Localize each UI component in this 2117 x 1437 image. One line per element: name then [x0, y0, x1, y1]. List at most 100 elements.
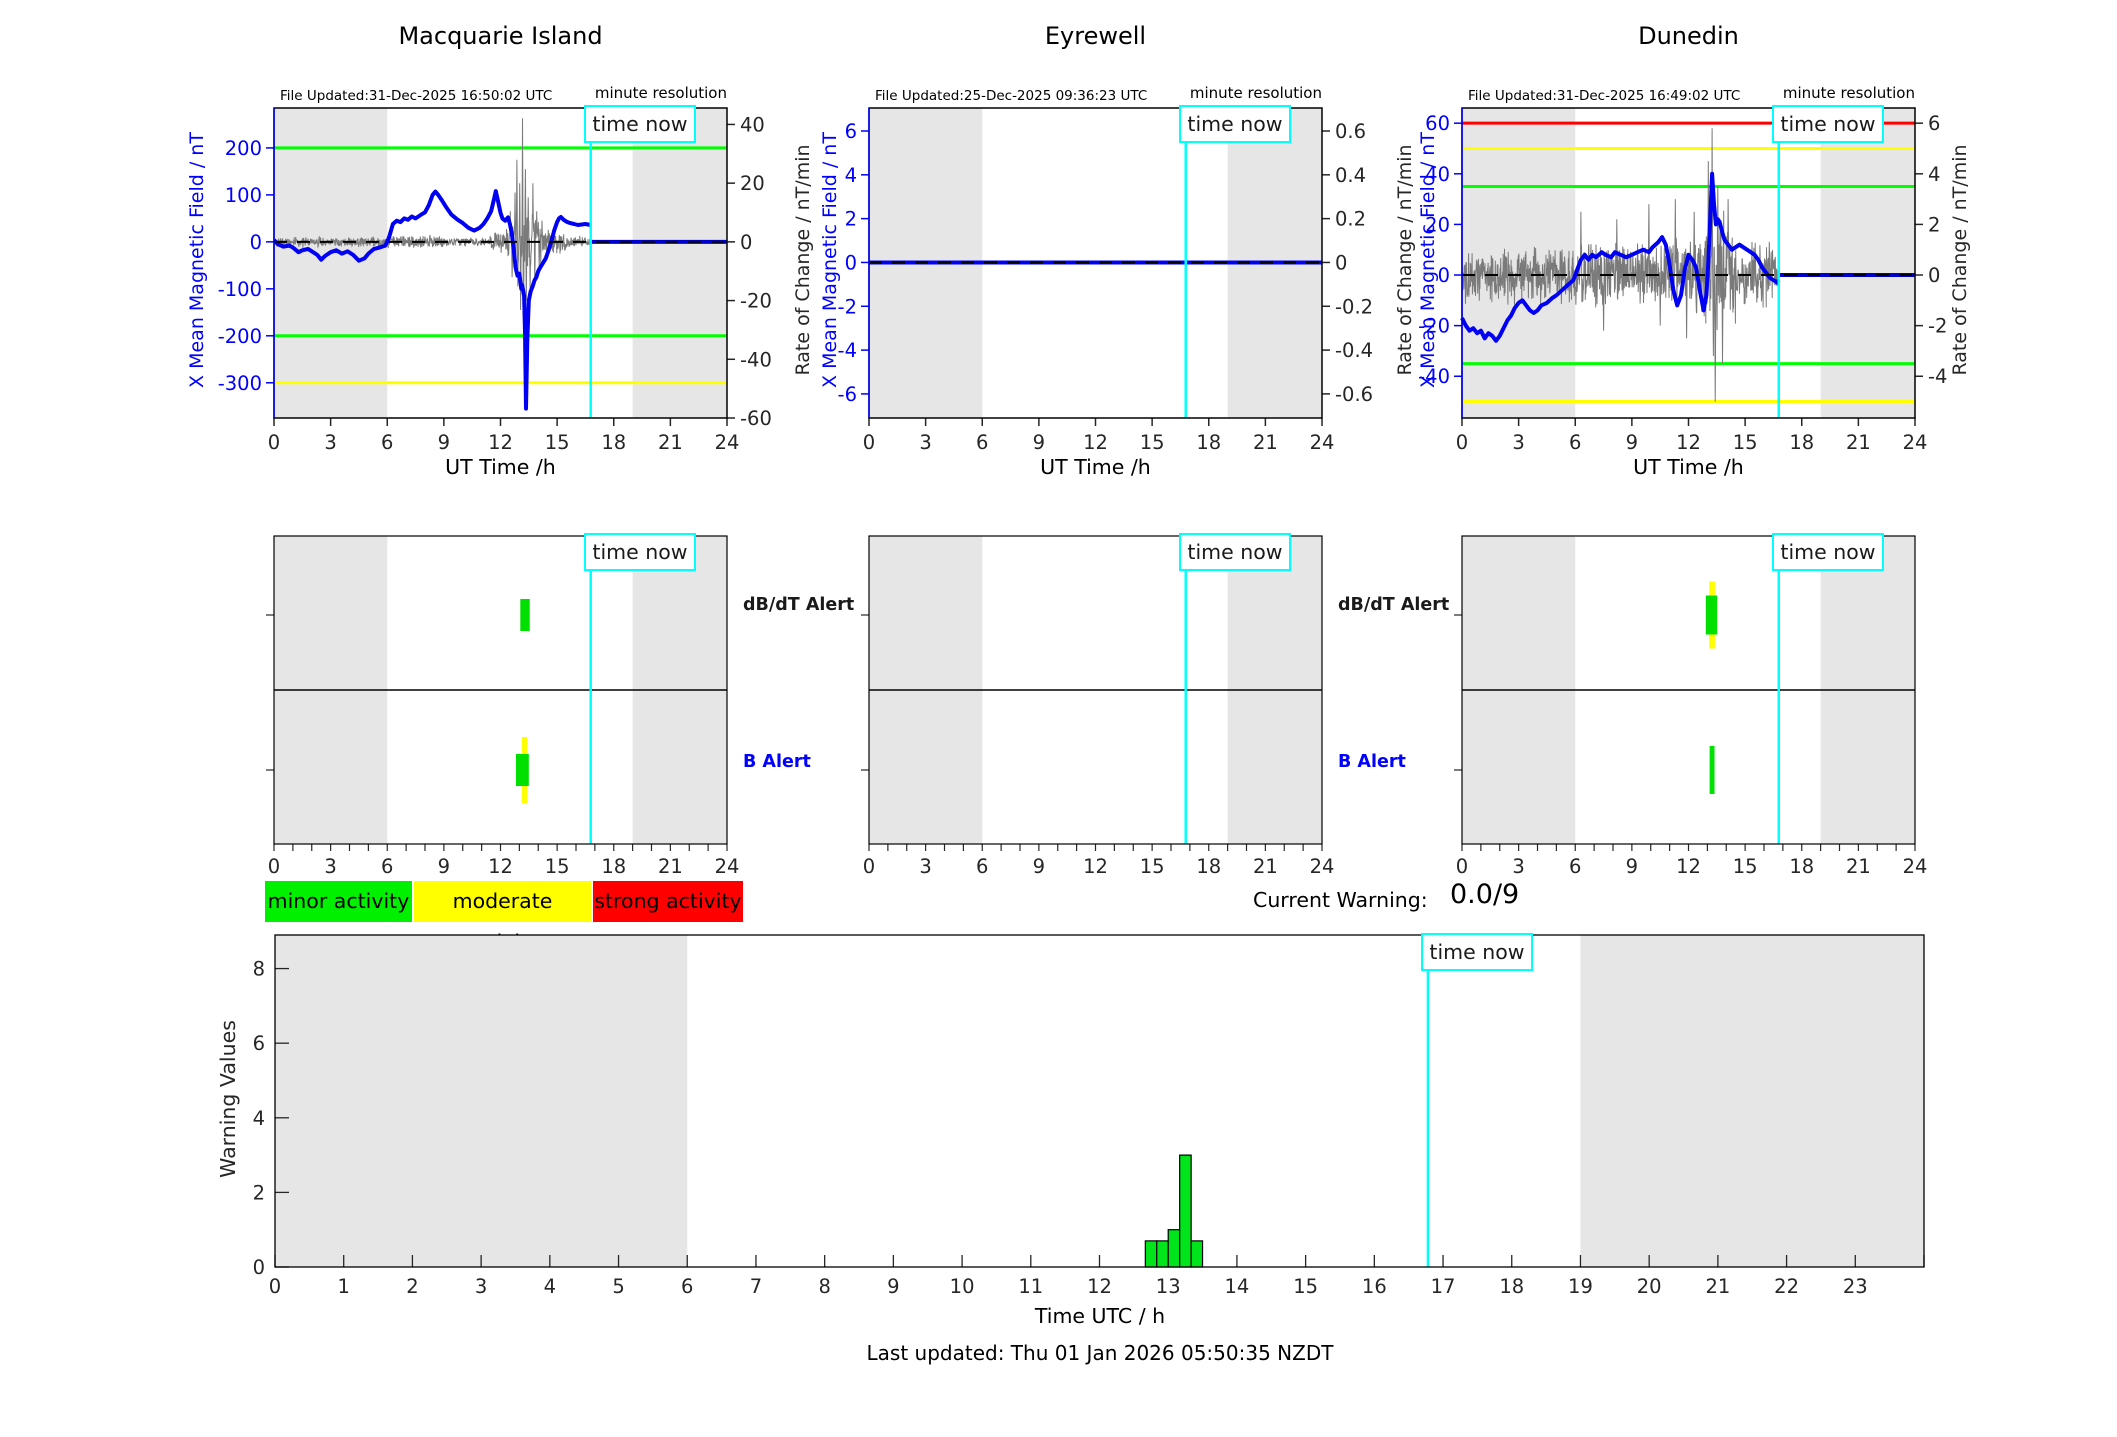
current-warning-value: 0.0/9 [1450, 879, 1520, 910]
svg-text:24: 24 [715, 431, 740, 454]
svg-text:3: 3 [1512, 431, 1524, 454]
svg-text:12: 12 [488, 431, 513, 454]
svg-text:6: 6 [253, 1032, 265, 1055]
svg-text:13: 13 [1156, 1275, 1181, 1298]
svg-text:7: 7 [750, 1275, 762, 1298]
svg-text:2: 2 [1928, 213, 1940, 236]
time-now-label: time now [1772, 533, 1884, 571]
last-updated-text: Last updated: Thu 01 Jan 2026 05:50:35 N… [866, 1341, 1334, 1365]
svg-text:0: 0 [253, 1256, 265, 1279]
svg-text:-20: -20 [1418, 315, 1450, 338]
svg-text:0: 0 [1456, 855, 1468, 878]
svg-text:18: 18 [1789, 431, 1814, 454]
station-title-macquarie: Macquarie Island [398, 22, 603, 50]
svg-text:0: 0 [863, 431, 875, 454]
svg-text:60: 60 [1425, 112, 1450, 135]
svg-text:18: 18 [601, 431, 626, 454]
station-title-eyrewell: Eyrewell [1044, 22, 1147, 50]
macquarie-alert-plot: 0 3 6 9 12 15 18 21 24 [266, 535, 739, 878]
dunedin-alert-plot: 0 3 6 9 12 15 18 21 24 [1454, 535, 1927, 878]
svg-text:21: 21 [658, 431, 683, 454]
xaxis-label-dunedin: UT Time /h [1633, 455, 1744, 479]
svg-text:6: 6 [976, 431, 988, 454]
svg-text:0: 0 [1438, 264, 1450, 287]
left-axis-label: X Mean Magnetic Field / nT [186, 132, 208, 388]
xaxis-label-eyrewell: UT Time /h [1040, 455, 1151, 479]
svg-text:8: 8 [818, 1275, 830, 1298]
svg-text:40: 40 [1425, 163, 1450, 186]
svg-text:0: 0 [845, 251, 857, 274]
svg-text:9: 9 [438, 431, 450, 454]
svg-text:-60: -60 [740, 407, 772, 430]
svg-text:21: 21 [658, 855, 683, 878]
svg-text:0.6: 0.6 [1335, 120, 1366, 143]
svg-text:0: 0 [740, 231, 752, 254]
svg-text:-4: -4 [1928, 365, 1947, 388]
svg-text:2: 2 [845, 208, 857, 231]
file-updated-dunedin: File Updated:31-Dec-2025 16:49:02 UTC [1468, 88, 1741, 104]
svg-text:2: 2 [253, 1181, 265, 1204]
svg-text:5: 5 [612, 1275, 624, 1298]
svg-text:14: 14 [1225, 1275, 1250, 1298]
svg-text:-40: -40 [1418, 365, 1450, 388]
svg-text:4: 4 [1928, 163, 1940, 186]
svg-text:19: 19 [1568, 1275, 1593, 1298]
svg-text:3: 3 [919, 855, 931, 878]
file-updated-macquarie: File Updated:31-Dec-2025 16:50:02 UTC [280, 88, 553, 104]
svg-text:2: 2 [406, 1275, 418, 1298]
svg-text:100: 100 [225, 184, 262, 207]
xaxis-label-macquarie: UT Time /h [445, 455, 556, 479]
svg-text:21: 21 [1846, 431, 1871, 454]
svg-text:6: 6 [681, 1275, 693, 1298]
svg-text:200: 200 [225, 137, 262, 160]
time-now-label: time now [1421, 933, 1533, 971]
svg-text:0: 0 [268, 855, 280, 878]
svg-text:0: 0 [268, 431, 280, 454]
svg-text:20: 20 [1637, 1275, 1662, 1298]
b-alert-label: B Alert [743, 752, 811, 772]
svg-text:3: 3 [1512, 855, 1524, 878]
svg-text:15: 15 [1140, 855, 1165, 878]
svg-text:-2: -2 [838, 295, 857, 318]
svg-text:12: 12 [1676, 431, 1701, 454]
svg-text:40: 40 [740, 113, 765, 136]
svg-text:-200: -200 [218, 325, 262, 348]
svg-text:9: 9 [438, 855, 450, 878]
svg-text:6: 6 [845, 120, 857, 143]
eyrewell-field-plot: 0 3 6 9 12 15 18 21 24 6 4 2 0 -2 -4 -6 0.6 0.4 0.2 0 -0.2 -0… [838, 107, 1373, 454]
svg-text:12: 12 [1087, 1275, 1112, 1298]
b-alert-label: B Alert [1338, 752, 1406, 772]
time-now-label: time now [1179, 105, 1291, 143]
svg-text:18: 18 [1196, 431, 1221, 454]
svg-text:0: 0 [269, 1275, 281, 1298]
svg-text:12: 12 [1083, 855, 1108, 878]
svg-text:-300: -300 [218, 372, 262, 395]
svg-text:4: 4 [845, 164, 857, 187]
svg-text:0: 0 [250, 231, 262, 254]
svg-text:11: 11 [1018, 1275, 1043, 1298]
svg-text:0: 0 [1456, 431, 1468, 454]
warning-values-plot: 0 1 2 3 4 5 6 7 8 9 10 11 12 13 14 15 16 17 18 19 20 21 22 2302… [253, 934, 1925, 1298]
svg-text:15: 15 [1733, 855, 1758, 878]
eyrewell-alert-plot: 0 3 6 9 12 15 18 21 24 [861, 535, 1335, 878]
svg-text:21: 21 [1705, 1275, 1730, 1298]
svg-text:24: 24 [1310, 431, 1335, 454]
svg-text:15: 15 [1733, 431, 1758, 454]
svg-text:3: 3 [324, 431, 336, 454]
svg-text:24: 24 [1310, 855, 1335, 878]
svg-text:6: 6 [1569, 855, 1581, 878]
dbdt-alert-label: dB/dT Alert [743, 595, 855, 615]
svg-text:9: 9 [887, 1275, 899, 1298]
svg-text:24: 24 [1903, 431, 1928, 454]
svg-text:9: 9 [1626, 431, 1638, 454]
svg-text:9: 9 [1626, 855, 1638, 878]
svg-text:0: 0 [863, 855, 875, 878]
svg-text:21: 21 [1253, 855, 1278, 878]
legend-strong: strong activity [593, 881, 743, 922]
svg-text:12: 12 [1083, 431, 1108, 454]
svg-text:4: 4 [253, 1107, 265, 1130]
svg-text:15: 15 [545, 855, 570, 878]
svg-text:-0.6: -0.6 [1335, 383, 1373, 406]
svg-text:3: 3 [919, 431, 931, 454]
